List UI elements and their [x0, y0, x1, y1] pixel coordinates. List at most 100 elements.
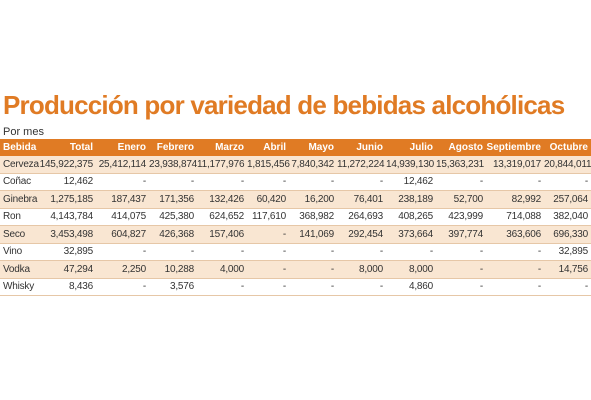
table-cell: -: [96, 278, 149, 296]
table-cell: 8,000: [337, 260, 386, 279]
row-label: Seco: [0, 225, 38, 244]
table-cell: 10,288: [149, 260, 197, 279]
table-cell: 11,177,976: [197, 156, 247, 174]
row-label: Whisky: [0, 278, 38, 296]
table-cell: 7,840,342: [289, 156, 337, 174]
table-cell: 187,437: [96, 190, 149, 209]
table-cell: 23,938,874: [149, 156, 197, 174]
table-cell: 8,000: [386, 260, 436, 279]
table-cell: 257,064: [544, 190, 591, 209]
table-cell: 20,844,011: [544, 156, 591, 174]
table-cell: -: [247, 173, 289, 191]
table-cell: -: [289, 243, 337, 261]
table-cell: -: [436, 278, 486, 296]
table-cell: 117,610: [247, 208, 289, 226]
table-cell: 423,999: [436, 208, 486, 226]
table-cell: 264,693: [337, 208, 386, 226]
row-label: Cerveza: [0, 156, 39, 174]
table-cell: 12,462: [38, 173, 96, 191]
table-cell: 3,576: [149, 278, 197, 296]
table-cell: -: [289, 260, 337, 279]
table-cell: -: [197, 278, 247, 296]
table-cell: 25,412,114: [96, 156, 149, 174]
table-cell: 382,040: [544, 208, 591, 226]
table-cell: -: [149, 173, 197, 191]
table-cell: -: [197, 243, 247, 261]
table-cell: 15,363,231: [436, 156, 486, 174]
table-cell: 3,453,498: [38, 225, 96, 244]
page-subtitle: Por mes: [3, 126, 44, 138]
page-title: Producción por variedad de bebidas alcoh…: [3, 90, 565, 120]
table-row: Whisky 8,436-3,576- - - -4,860- - -: [0, 278, 591, 296]
table-cell: -: [197, 173, 247, 191]
table-cell: 425,380: [149, 208, 197, 226]
table-cell: 714,088: [486, 208, 544, 226]
table-cell: 76,401: [337, 190, 386, 209]
row-label: Ron: [0, 208, 38, 226]
table-cell: -: [289, 278, 337, 296]
table-cell: -: [96, 243, 149, 261]
column-header-total: Total: [38, 139, 96, 156]
table-cell: 696,330: [544, 225, 591, 244]
column-header-octubre: Octubre: [544, 139, 591, 156]
table-cell: 141,069: [289, 225, 337, 244]
table-cell: 2,250: [96, 260, 149, 279]
table-cell: 4,860: [386, 278, 436, 296]
table-cell: 11,272,224: [337, 156, 386, 174]
table-cell: 157,406: [197, 225, 247, 244]
column-header-septiembre: Septiembre: [486, 139, 544, 156]
table-cell: 1,815,456: [247, 156, 290, 174]
table-cell: 4,000: [197, 260, 247, 279]
table-cell: -: [544, 278, 591, 296]
table-cell: 1,275,185: [38, 190, 96, 209]
table-cell: -: [247, 278, 289, 296]
table-row: Vodka 47,294 2,250 10,288 4,000- -8,000 8,000-…: [0, 260, 591, 279]
table-cell: 8,436: [38, 278, 96, 296]
column-header-junio: Junio: [337, 139, 386, 156]
table-header-row: Bebida Total Enero Febrero Marzo Abril Mayo Jun…: [0, 139, 591, 156]
table-cell: -: [486, 278, 544, 296]
table-cell: 13,319,017: [486, 156, 544, 174]
table-cell: 373,664: [386, 225, 436, 244]
table-cell: 47,294: [38, 260, 96, 279]
table-cell: 145,922,375: [38, 156, 96, 174]
table-cell: 171,356: [149, 190, 197, 209]
table-cell: 426,368: [149, 225, 197, 244]
row-label: Vino: [0, 243, 38, 261]
table-cell: 408,265: [386, 208, 436, 226]
table-cell: -: [289, 173, 337, 191]
table-cell: -: [436, 173, 486, 191]
table-cell: 4,143,784: [38, 208, 96, 226]
column-header-marzo: Marzo: [197, 139, 247, 156]
table-cell: 397,774: [436, 225, 486, 244]
table-row: Seco 3,453,498 604,827 426,368 157,406-141,0…: [0, 225, 591, 244]
table-row: Ginebra 1,275,185 187,437 171,356 132,426 60,…: [0, 190, 591, 209]
production-table: Bebida Total Enero Febrero Marzo Abril Mayo Jun…: [0, 139, 591, 296]
table-cell: 238,189: [386, 190, 436, 209]
table-row: Ron 4,143,784 414,075 425,380 624,652 117,610…: [0, 208, 591, 226]
column-header-febrero: Febrero: [149, 139, 197, 156]
column-header-bebida: Bebida: [0, 139, 38, 156]
table-row: Coñac 12,462- - - - - -12,462- - -: [0, 173, 591, 191]
table-cell: -: [337, 278, 386, 296]
table-cell: 624,652: [197, 208, 247, 226]
table-cell: 60,420: [247, 190, 289, 209]
table-cell: 14,939,130: [386, 156, 436, 174]
table-cell: -: [486, 243, 544, 261]
table-cell: 14,756: [544, 260, 591, 279]
table-row: Vino 32,895- - - - - - - - -32,895: [0, 243, 591, 261]
table-cell: 368,982: [289, 208, 337, 226]
column-header-agosto: Agosto: [436, 139, 486, 156]
table-row: Cerveza 145,922,375 25,412,114 23,938,874 11…: [0, 156, 591, 174]
row-label: Ginebra: [0, 190, 38, 209]
table-cell: -: [436, 243, 486, 261]
table-cell: -: [337, 243, 386, 261]
table-cell: 32,895: [38, 243, 96, 261]
table-cell: 604,827: [96, 225, 149, 244]
row-label: Vodka: [0, 260, 38, 279]
table-cell: -: [436, 260, 486, 279]
table-cell: -: [486, 260, 544, 279]
table-cell: 292,454: [337, 225, 386, 244]
table-cell: 414,075: [96, 208, 149, 226]
table-cell: 52,700: [436, 190, 486, 209]
